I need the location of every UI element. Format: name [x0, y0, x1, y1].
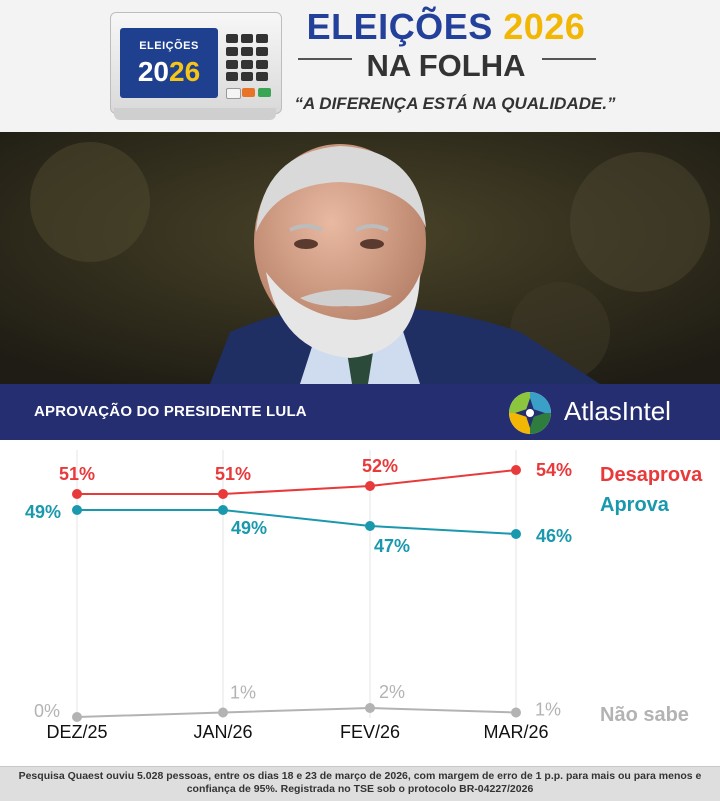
data-point: [365, 521, 375, 531]
urn-year-part-b: 26: [169, 56, 201, 87]
approval-chart: 51% 51% 52% 54% 49% 49% 47% 46% 0% 1% 2% 1% Desapro…: [0, 440, 720, 766]
voting-machine-logo: ELEIÇÕES 2026: [110, 12, 282, 120]
series-line: [76, 706, 517, 718]
data-point: [72, 489, 82, 499]
legend-nao-sabe: Não sabe: [600, 704, 689, 726]
chart-title-banner: APROVAÇÃO DO PRESIDENTE LULA AtlasIntel: [0, 384, 720, 440]
urn-label: ELEIÇÕES: [139, 40, 199, 52]
header-slogan: “A DIFERENÇA ESTÁ NA QUALIDADE.”: [294, 94, 616, 113]
title-rule-right: [542, 58, 596, 60]
legend-desaprova: Desaprova: [600, 464, 703, 486]
portrait-illustration: [0, 132, 720, 384]
data-point: [218, 707, 228, 718]
data-label: 2%: [379, 682, 405, 702]
x-tick-label: JAN/26: [193, 722, 253, 742]
header-title-word: ELEIÇÕES: [306, 6, 493, 47]
data-point: [365, 703, 375, 713]
data-label: 47%: [374, 536, 410, 556]
x-tick-label: FEV/26: [339, 722, 401, 742]
data-point: [511, 465, 521, 475]
chart-title: APROVAÇÃO DO PRESIDENTE LULA: [34, 403, 307, 420]
methodology-footer: Pesquisa Quaest ouviu 5.028 pessoas, ent…: [0, 766, 720, 801]
data-point: [218, 505, 228, 515]
urn-base: [114, 108, 276, 120]
data-label: 46%: [536, 526, 572, 546]
x-tick-label: MAR/26: [483, 722, 549, 742]
data-point: [72, 712, 82, 722]
chart-canvas: 51% 51% 52% 54% 49% 49% 47% 46% 0% 1% 2% 1%: [25, 450, 572, 722]
header-banner: ELEIÇÕES 2026 ELEIÇÕES 2026 NA FOLHA “A …: [0, 0, 720, 132]
data-point: [511, 529, 521, 539]
title-rule-left: [298, 58, 352, 60]
data-label: 0%: [34, 701, 60, 721]
methodology-note: Pesquisa Quaest ouviu 5.028 pessoas, ent…: [18, 770, 702, 795]
data-label: 54%: [536, 460, 572, 480]
header-title-year: 2026: [503, 6, 586, 47]
data-label: 52%: [362, 456, 398, 476]
legend-aprova: Aprova: [600, 494, 669, 516]
urn-year: 2026: [120, 56, 218, 88]
header-title: ELEIÇÕES 2026: [296, 6, 596, 48]
header-subtitle: NA FOLHA: [366, 48, 526, 83]
data-point: [72, 505, 82, 515]
urn-action-keys: [226, 88, 272, 99]
data-point: [218, 489, 228, 499]
x-tick-label: DEZ/25: [46, 722, 108, 742]
urn-keypad: [226, 34, 270, 82]
data-point: [365, 481, 375, 491]
data-point: [511, 707, 521, 718]
data-label: 51%: [59, 464, 95, 484]
series-line: [77, 469, 517, 495]
atlasintel-logo-icon: [509, 392, 551, 434]
data-label: 49%: [25, 502, 61, 522]
brand-name: AtlasIntel: [564, 396, 671, 426]
urn-screen: ELEIÇÕES 2026: [120, 28, 218, 98]
data-label: 51%: [215, 464, 251, 484]
series-line: [77, 509, 517, 535]
data-label: 1%: [230, 683, 256, 703]
data-label: 1%: [535, 700, 561, 720]
data-label: 49%: [231, 518, 267, 538]
urn-year-part-a: 20: [137, 56, 169, 87]
president-photo: [0, 132, 720, 384]
